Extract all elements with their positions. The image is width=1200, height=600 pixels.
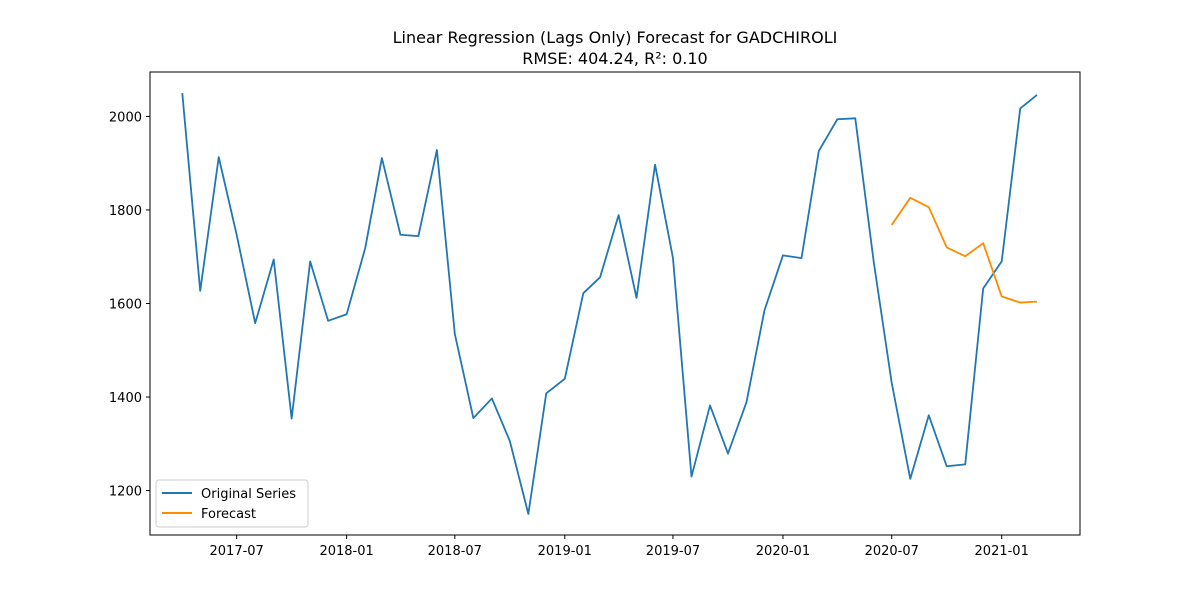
legend-label-original-series: Original Series (201, 487, 296, 502)
x-tick-label: 2018-01 (319, 544, 373, 559)
plot-frame (149, 71, 1081, 536)
y-tick-label: 1600 (109, 298, 142, 313)
x-tick-label: 2018-07 (428, 544, 482, 559)
y-tick-label: 1400 (109, 391, 142, 406)
legend-frame (155, 479, 309, 528)
y-tick-label: 1800 (109, 204, 142, 219)
series-layer (181, 92, 1038, 515)
y-tick-label: 1200 (109, 485, 142, 500)
x-tick-label: 2020-07 (865, 544, 919, 559)
x-tick-label: 2021-01 (975, 544, 1029, 559)
y-tick-label: 2000 (109, 110, 142, 125)
axes-layer: 2017-07 2018-01 2018-07 2019-01 2019-07 2020-… (109, 71, 1081, 559)
x-tick-label: 2019-07 (646, 544, 700, 559)
series-original-series (181, 92, 1038, 515)
x-tick-label: 2017-07 (210, 544, 264, 559)
series-line-original-series (181, 92, 1038, 515)
legend: Original Series Forecast (155, 479, 309, 528)
x-tick-label: 2019-01 (538, 544, 592, 559)
series-forecast (890, 196, 1038, 304)
legend-label-forecast: Forecast (201, 507, 256, 522)
chart-title: Linear Regression (Lags Only) Forecast f… (393, 28, 838, 47)
chart-subtitle: RMSE: 404.24, R²: 0.10 (522, 49, 707, 68)
x-tick-label: 2020-01 (756, 544, 810, 559)
series-line-forecast (890, 196, 1038, 304)
